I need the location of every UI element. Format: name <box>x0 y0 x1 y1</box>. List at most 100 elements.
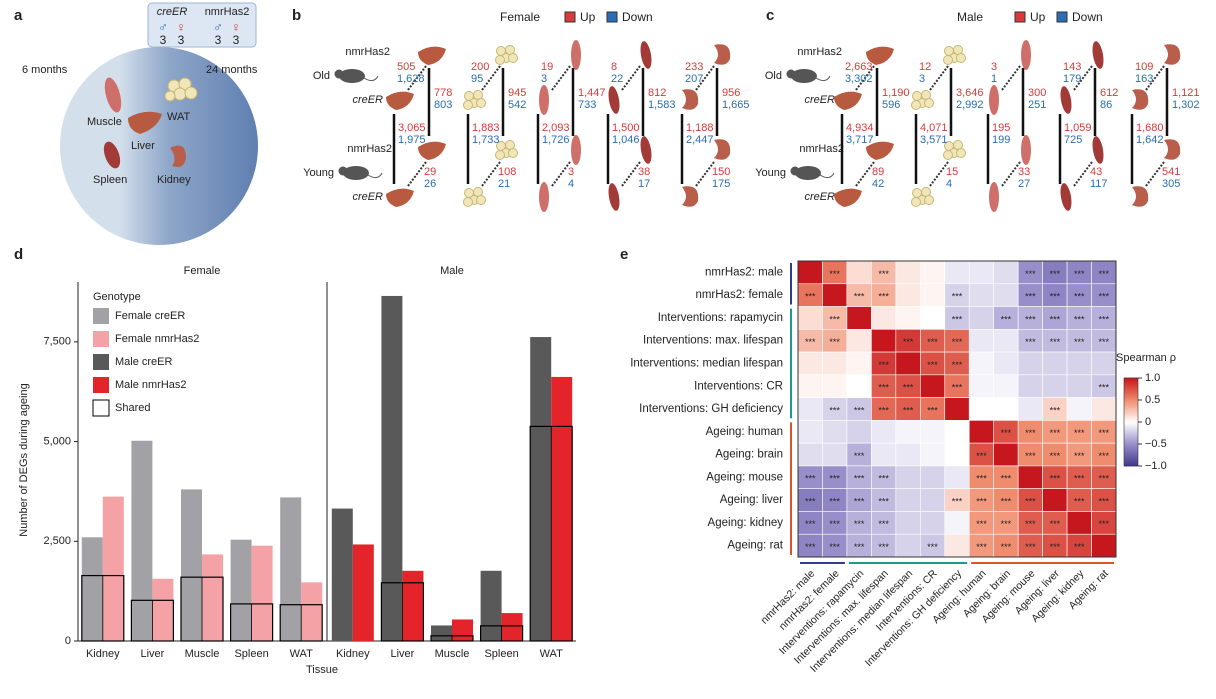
comparison-line <box>407 161 427 187</box>
up-count: 3,646 <box>956 87 984 99</box>
colorbar-strip <box>1124 425 1138 429</box>
comparison-line <box>855 161 875 187</box>
significance-label: *** <box>1099 314 1110 324</box>
legend-swatch <box>1056 11 1068 23</box>
up-count: 108 <box>498 166 516 178</box>
heatmap-cell <box>920 374 946 398</box>
organ-icon <box>539 85 549 115</box>
significance-label: *** <box>1025 542 1036 552</box>
significance-label: *** <box>829 474 840 484</box>
wat-icon <box>924 195 934 205</box>
heatmap-cell <box>895 283 921 307</box>
significance-label: *** <box>952 337 963 347</box>
organ-icon <box>495 140 518 160</box>
sex-symbol: ♂ <box>158 19 168 34</box>
legend-label: Shared <box>115 402 150 414</box>
genotype-label: creER <box>804 94 835 106</box>
significance-label: *** <box>878 383 889 393</box>
heatmap-cell <box>822 374 848 398</box>
up-count: 200 <box>471 61 489 73</box>
significance-label: *** <box>878 542 889 552</box>
down-count: 1,628 <box>397 73 425 85</box>
x-tick-label: Liver <box>390 648 414 660</box>
colorbar-strip <box>1124 415 1138 419</box>
wat-icon <box>924 98 934 108</box>
organ-icon <box>866 46 894 65</box>
panel-label: d <box>14 246 23 263</box>
significance-label: *** <box>878 474 889 484</box>
heatmap-cell <box>1042 488 1068 512</box>
down-count: 3,302 <box>845 73 873 85</box>
significance-label: *** <box>927 542 938 552</box>
heatmap-cell <box>1091 533 1117 558</box>
significance-label: *** <box>1074 337 1085 347</box>
significance-label: *** <box>805 292 816 302</box>
colorbar-strip <box>1124 433 1138 437</box>
heatmap-cell <box>968 306 994 330</box>
comparison-line <box>1073 161 1093 187</box>
significance-label: *** <box>1050 337 1061 347</box>
significance-label: *** <box>854 451 865 461</box>
significance-label: *** <box>1050 405 1061 415</box>
significance-label: *** <box>976 542 987 552</box>
heatmap-cell <box>822 351 848 376</box>
significance-label: *** <box>1099 519 1110 529</box>
colorbar-strip <box>1124 393 1138 397</box>
heatmap-cell <box>993 397 1019 421</box>
up-count: 38 <box>638 166 650 178</box>
bar <box>280 497 302 641</box>
up-count: 1,121 <box>1172 87 1200 99</box>
down-count: 4 <box>568 178 574 190</box>
organ-icon <box>682 186 699 207</box>
down-count: 27 <box>1018 178 1030 190</box>
significance-label: *** <box>927 405 938 415</box>
wat-icon <box>508 53 518 63</box>
down-count: 42 <box>872 178 884 190</box>
up-count: 1,680 <box>1136 122 1164 134</box>
heatmap-cell <box>871 420 897 444</box>
liver-icon <box>418 46 446 65</box>
heatmap-cell <box>871 306 897 330</box>
up-count: 956 <box>722 87 740 99</box>
down-count: 1,583 <box>648 99 676 111</box>
wat-icon <box>476 98 486 108</box>
up-count: 1,059 <box>1064 122 1092 134</box>
colorbar-strip <box>1124 383 1138 387</box>
organ-icon <box>608 86 620 114</box>
organ-icon <box>463 187 486 207</box>
heatmap-cell <box>895 465 921 489</box>
wat-icon <box>911 100 921 110</box>
y-tick-label: 7,500 <box>43 336 71 348</box>
x-tick-label: Liver <box>140 648 164 660</box>
heatmap-cell <box>895 420 921 444</box>
liver-icon <box>834 91 862 110</box>
up-count: 89 <box>872 166 884 178</box>
significance-label: *** <box>1025 451 1036 461</box>
colorbar-tick-label: −1.0 <box>1145 460 1167 472</box>
up-count: 15 <box>946 166 958 178</box>
significance-label: *** <box>1025 292 1036 302</box>
row-label: Ageing: mouse <box>706 471 783 483</box>
bar <box>501 613 523 641</box>
up-count: 300 <box>1028 87 1046 99</box>
colorbar-strip <box>1124 441 1138 445</box>
significance-label: *** <box>1025 269 1036 279</box>
row-label: Interventions: GH deficiency <box>639 403 783 415</box>
significance-label: *** <box>1074 314 1085 324</box>
significance-label: *** <box>1001 428 1012 438</box>
significance-label: *** <box>976 474 987 484</box>
significance-label: *** <box>1050 451 1061 461</box>
heatmap-cell <box>920 465 946 489</box>
up-count: 12 <box>919 61 931 73</box>
x-tick-label: Spleen <box>484 648 518 660</box>
spleen-icon <box>640 41 652 69</box>
organ-icon <box>539 182 549 212</box>
heatmap-cell <box>920 511 946 535</box>
liver-icon <box>866 46 894 65</box>
organ-icon <box>682 89 699 110</box>
heatmap-cell <box>1017 465 1043 489</box>
significance-label: *** <box>952 292 963 302</box>
age-label: 6 months <box>22 64 68 76</box>
significance-label: *** <box>1025 314 1036 324</box>
